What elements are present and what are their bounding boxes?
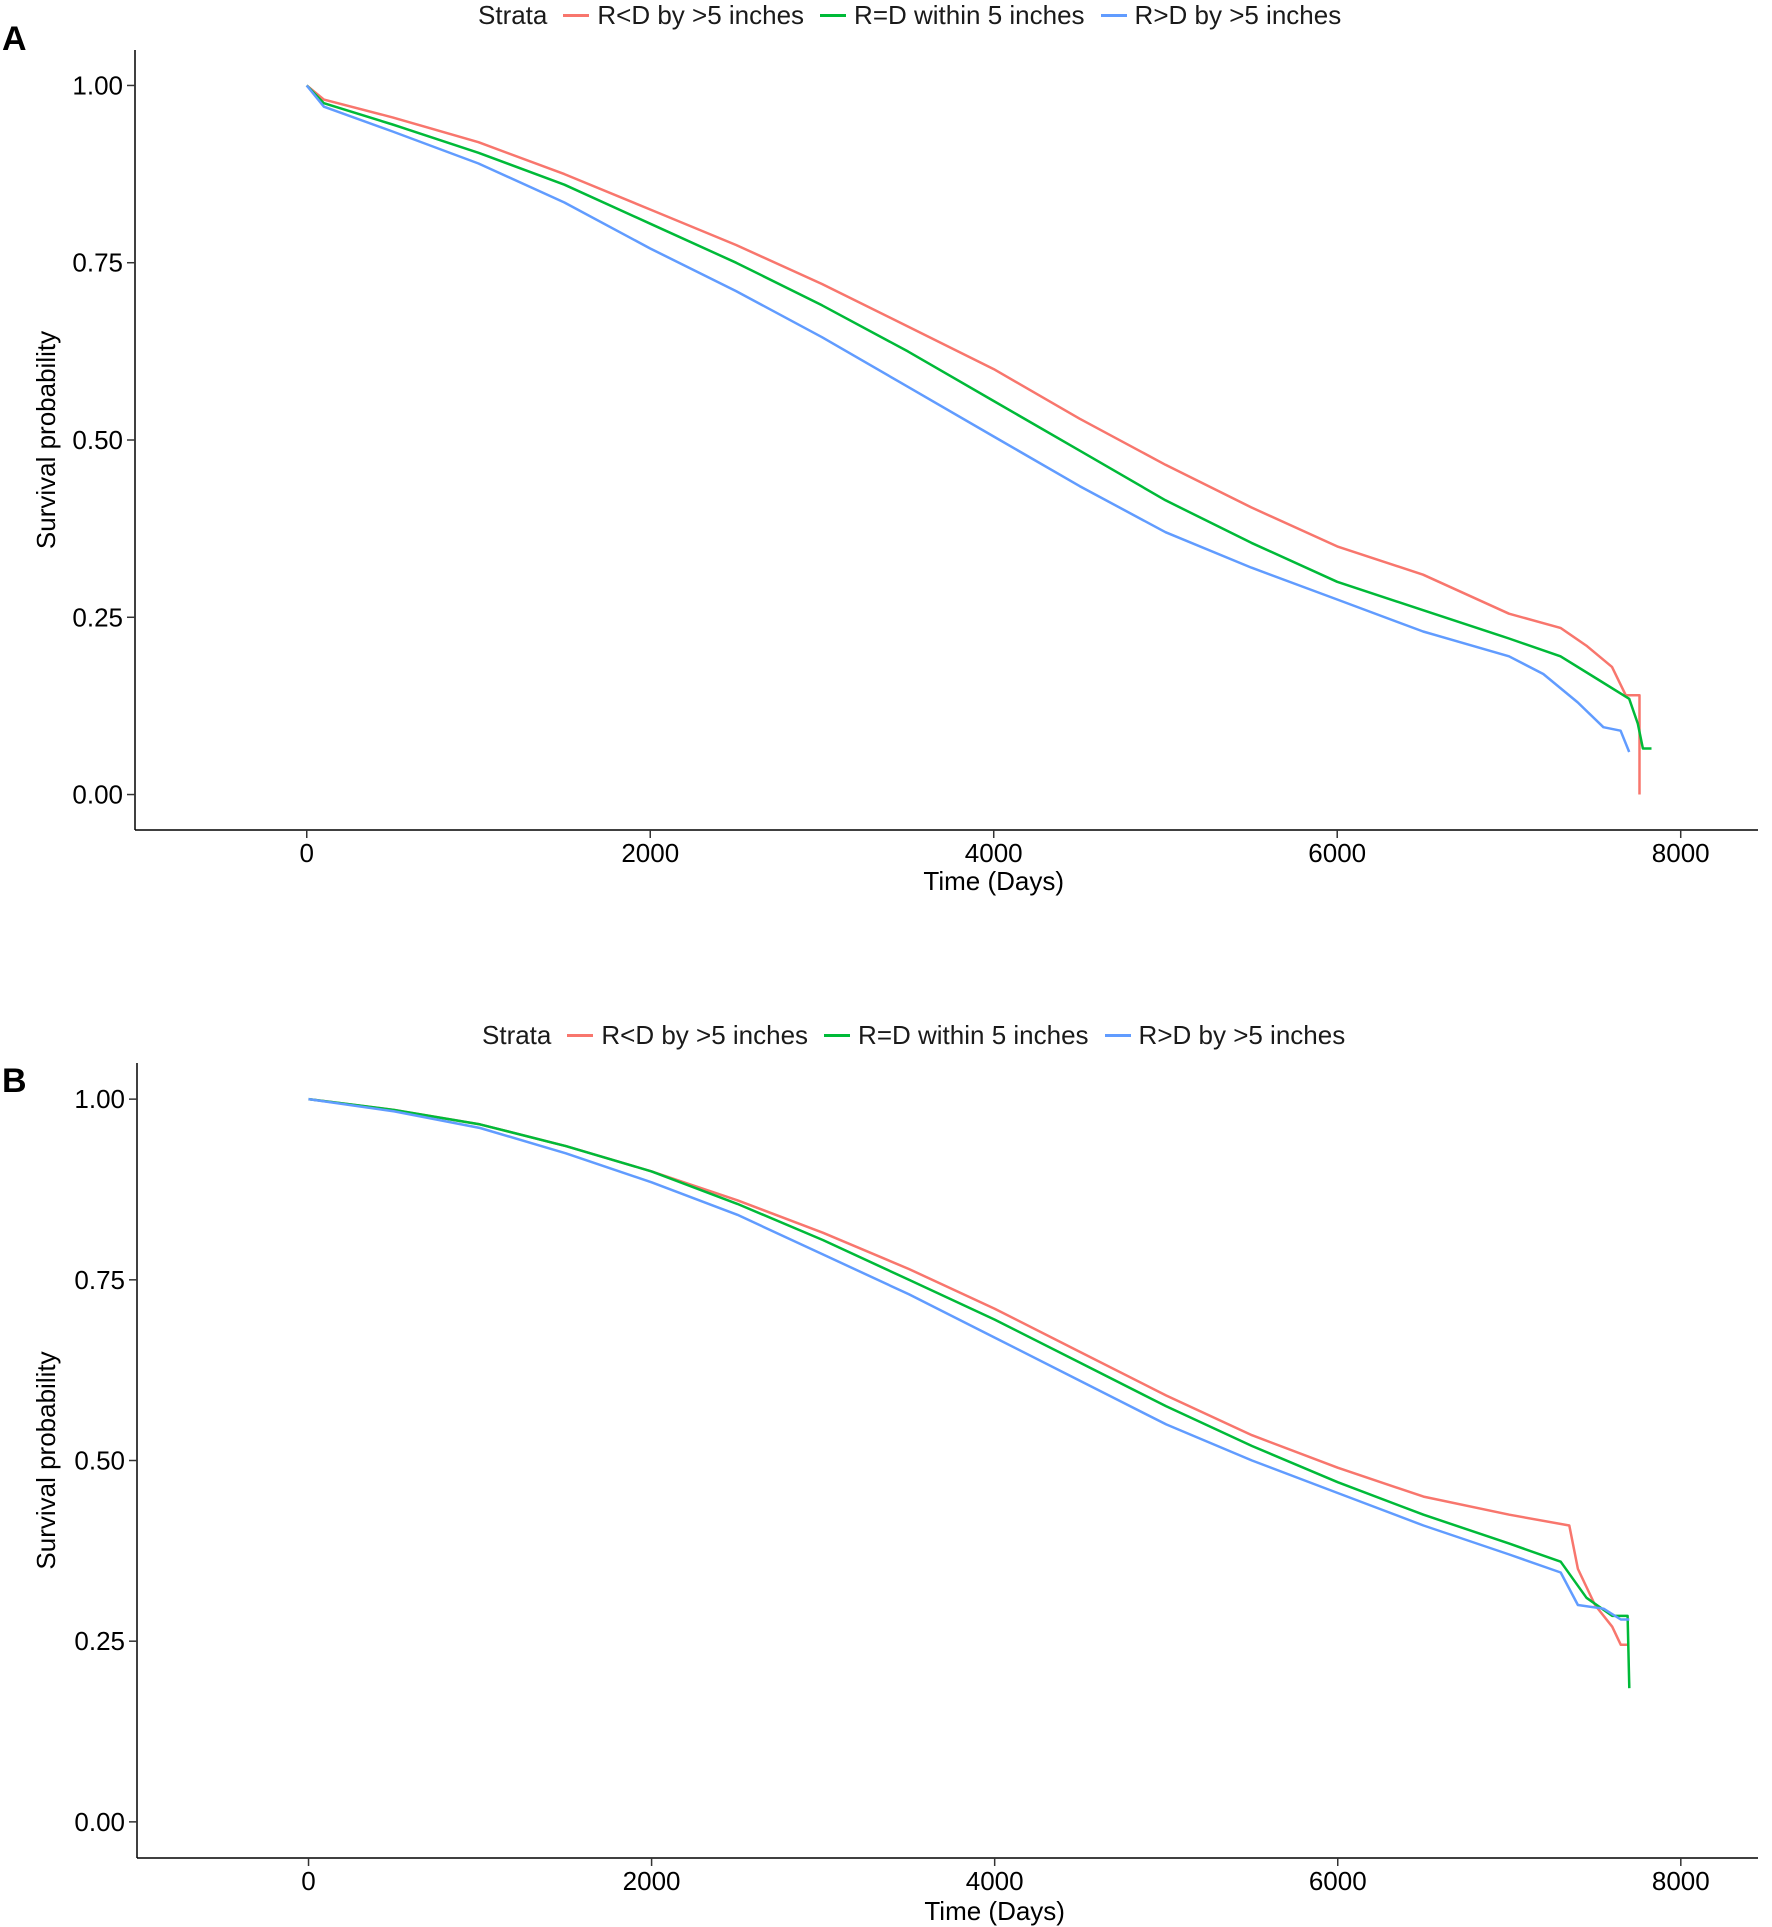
- x-tick-label: 6000: [1308, 838, 1366, 868]
- series-line: [308, 1097, 1631, 1689]
- legend: Strata R<D by >5 inches R=D within 5 inc…: [482, 1020, 1361, 1051]
- legend-title: Strata: [482, 1020, 552, 1050]
- legend-title: Strata: [478, 0, 548, 30]
- legend-swatch: [1104, 1034, 1131, 1037]
- y-axis-title: Survival probability: [31, 1351, 61, 1569]
- y-tick-label: 0.50: [74, 1446, 125, 1476]
- series-line: [305, 84, 1652, 750]
- survival-plot: 0.00 0.25 0.50 0.75 1.00 0 2000 4000 6000 8000 Tim…: [31, 1063, 1758, 1926]
- x-tick-label: 2000: [623, 1866, 681, 1896]
- panel-b: B Strata R<D by >5 inches R=D within 5 i…: [0, 1020, 1772, 1927]
- panel-a: A Strata R<D by >5 inches R=D within 5 i…: [0, 0, 1772, 900]
- legend-swatch: [1100, 14, 1127, 17]
- legend: Strata R<D by >5 inches R=D within 5 inc…: [478, 0, 1357, 31]
- y-tick-label: 0.25: [72, 602, 123, 632]
- x-tick-label: 4000: [965, 838, 1023, 868]
- survival-plot: 0.00 0.25 0.50 0.75 1.00 0 2000 4000 6000 8000 Tim…: [31, 50, 1758, 896]
- x-tick-label: 4000: [966, 1866, 1024, 1896]
- y-tick-label: 0.75: [74, 1265, 125, 1295]
- panel-label: B: [2, 1062, 27, 1100]
- legend-swatch: [820, 14, 847, 17]
- series-line: [308, 1097, 1630, 1621]
- y-tick-label: 1.00: [74, 1084, 125, 1114]
- x-tick-label: 0: [301, 1866, 315, 1896]
- legend-swatch: [824, 1034, 851, 1037]
- y-tick-label: 0.75: [72, 248, 123, 278]
- y-tick-label: 1.00: [72, 70, 123, 100]
- legend-item: R>D by >5 inches: [1104, 1020, 1346, 1051]
- legend-label: R<D by >5 inches: [597, 0, 805, 30]
- legend-label: R=D within 5 inches: [858, 1020, 1089, 1050]
- series-line: [308, 1097, 1630, 1647]
- legend-label: R<D by >5 inches: [601, 1020, 809, 1050]
- legend-swatch: [567, 1034, 594, 1037]
- x-tick-label: 2000: [621, 838, 679, 868]
- series-line: [305, 84, 1641, 795]
- legend-item: R<D by >5 inches: [563, 0, 804, 31]
- legend-item: R=D within 5 inches: [820, 0, 1085, 31]
- legend-label: R>D by >5 inches: [1134, 0, 1342, 30]
- x-axis-title: Time (Days): [923, 866, 1064, 896]
- x-tick-label: 6000: [1309, 1866, 1367, 1896]
- legend-item: R>D by >5 inches: [1100, 0, 1342, 31]
- legend-label: R=D within 5 inches: [854, 0, 1085, 30]
- y-tick-label: 0.25: [74, 1626, 125, 1656]
- y-tick-label: 0.00: [74, 1807, 125, 1837]
- x-tick-label: 8000: [1652, 838, 1710, 868]
- legend-label: R>D by >5 inches: [1138, 1020, 1346, 1050]
- series-line: [305, 84, 1631, 753]
- y-tick-label: 0.50: [72, 425, 123, 455]
- panel-label: A: [2, 20, 27, 58]
- legend-item: R=D within 5 inches: [824, 1020, 1089, 1051]
- legend-item: R<D by >5 inches: [567, 1020, 808, 1051]
- y-axis-title: Survival probability: [31, 331, 61, 549]
- x-axis-title: Time (Days): [924, 1896, 1065, 1926]
- y-tick-label: 0.00: [72, 780, 123, 810]
- x-tick-label: 8000: [1652, 1866, 1710, 1896]
- x-tick-label: 0: [300, 838, 314, 868]
- legend-swatch: [563, 14, 590, 17]
